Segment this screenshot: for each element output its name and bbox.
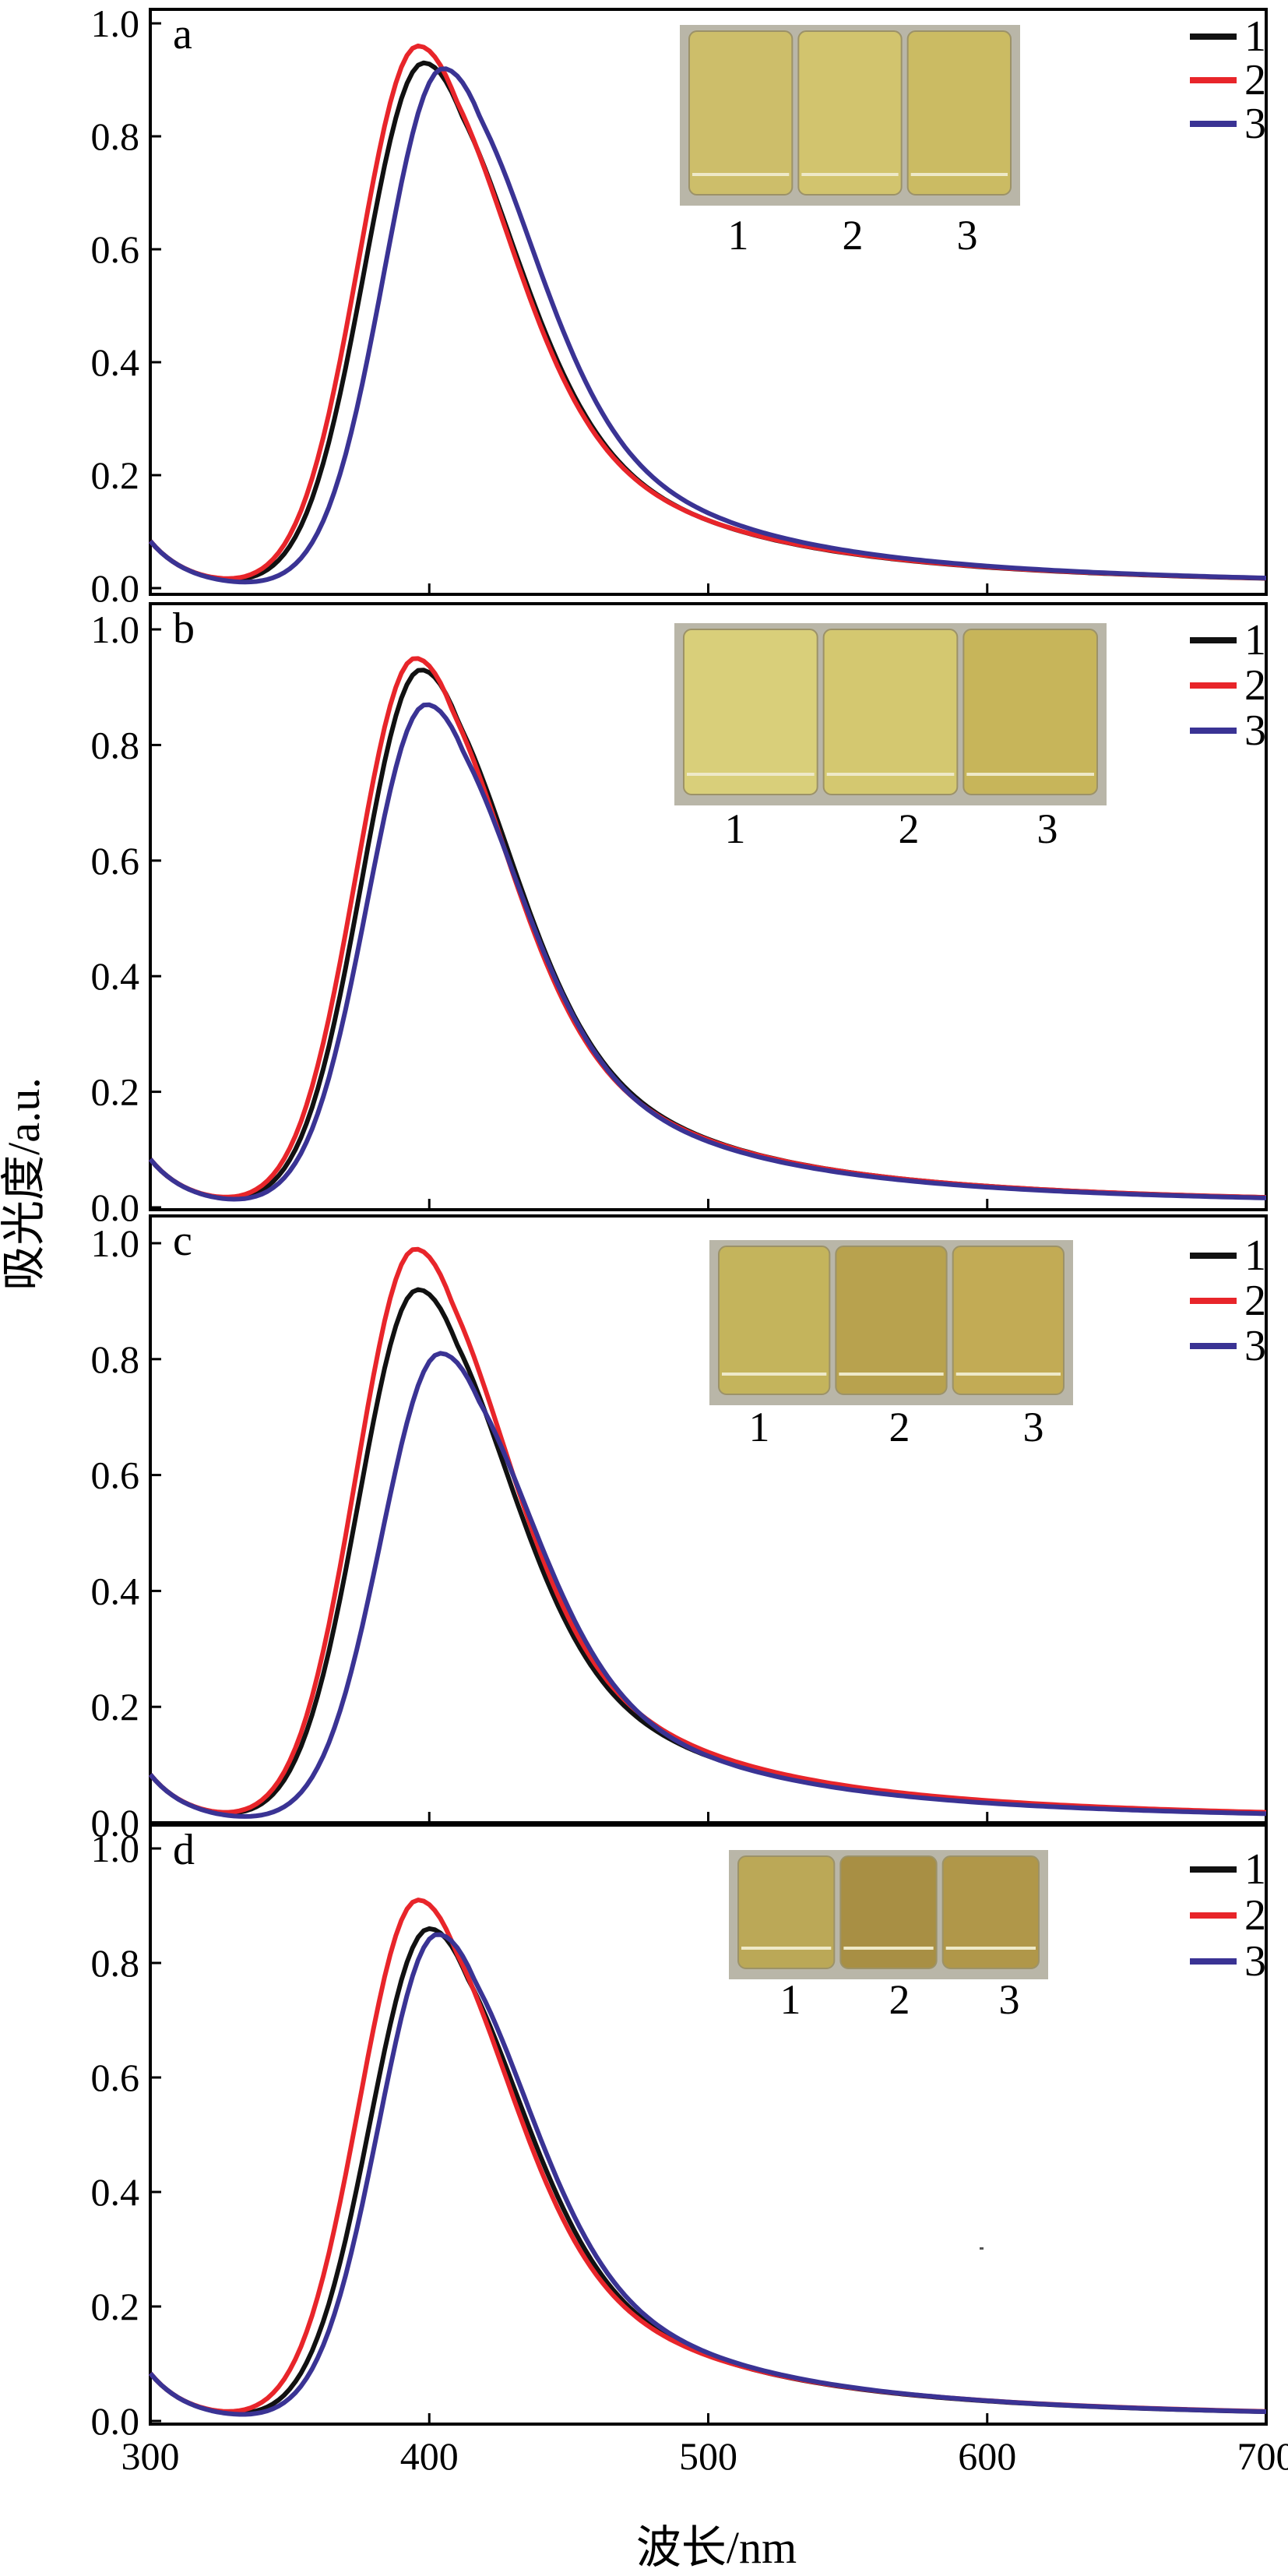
- y-tick-label: 0.8: [91, 1337, 140, 1381]
- vial-label: 3: [1023, 1404, 1044, 1450]
- panel-letter: a: [173, 10, 192, 58]
- legend-label-1: 1: [1244, 12, 1266, 61]
- series-line-3: [148, 1932, 1267, 2417]
- y-tick-label: 0.4: [91, 1569, 140, 1612]
- y-tick-label: 1.0: [91, 2, 140, 45]
- vial-label: 1: [749, 1404, 770, 1450]
- y-tick-label: 0.0: [91, 1801, 140, 1845]
- vial: [797, 30, 903, 196]
- legend-label-3: 3: [1244, 1322, 1266, 1370]
- vial-label: 1: [780, 1976, 801, 2023]
- y-tick-label: 0.2: [91, 453, 140, 497]
- y-tick-label: 0.6: [91, 1454, 140, 1497]
- y-tick-label: 0.2: [91, 2285, 140, 2328]
- x-tick-label: 500: [679, 2434, 737, 2478]
- vial: [718, 1246, 831, 1395]
- y-tick-label: 0.8: [91, 115, 140, 158]
- vial: [688, 30, 794, 196]
- x-tick-label: 300: [121, 2434, 180, 2478]
- vial-label: 1: [725, 805, 746, 852]
- vial: [822, 629, 959, 795]
- legend-label-2: 2: [1244, 661, 1266, 710]
- vial: [683, 629, 818, 795]
- y-tick-label: 0.4: [91, 954, 140, 998]
- y-tick-label: 0.6: [91, 839, 140, 883]
- vial-label: 2: [889, 1404, 910, 1450]
- y-tick-label: 0.0: [91, 566, 140, 610]
- series-line-3: [148, 702, 1267, 1202]
- vial: [941, 1855, 1040, 1969]
- vial: [952, 1246, 1065, 1395]
- legend-label-1: 1: [1244, 1232, 1266, 1280]
- series-line-3: [148, 1351, 1267, 1819]
- y-tick-label: 0.6: [91, 227, 140, 271]
- legend-label-3: 3: [1244, 707, 1266, 755]
- y-tick-label: 1.0: [91, 1827, 140, 1870]
- y-tick-label: 0.0: [91, 1186, 140, 1229]
- speck-mark: [980, 2247, 984, 2250]
- vial-label: 2: [889, 1976, 910, 2023]
- y-tick-label: 0.8: [91, 1941, 140, 1985]
- y-tick-label: 0.2: [91, 1685, 140, 1728]
- legend-label-1: 1: [1244, 1845, 1266, 1894]
- y-tick-label: 1.0: [91, 608, 140, 651]
- y-tick-label: 0.4: [91, 2170, 140, 2214]
- panel-letter: d: [173, 1826, 195, 1874]
- vial: [962, 629, 1099, 795]
- vial-label: 2: [843, 212, 864, 259]
- series-line-3: [148, 66, 1267, 585]
- x-axis-title: 波长/nm: [636, 2522, 797, 2573]
- vial-label: 3: [999, 1976, 1020, 2023]
- legend-label-3: 3: [1244, 100, 1266, 148]
- legend-label-3: 3: [1244, 1937, 1266, 1986]
- y-tick-label: 0.8: [91, 723, 140, 766]
- legend-label-2: 2: [1244, 1277, 1266, 1325]
- y-axis-title: 吸光度/a.u.: [0, 1077, 49, 1291]
- vial: [839, 1855, 938, 1969]
- vial-label: 3: [1037, 805, 1058, 852]
- y-tick-label: 0.4: [91, 340, 140, 384]
- legend-label-2: 2: [1244, 56, 1266, 104]
- y-tick-label: 0.2: [91, 1070, 140, 1114]
- panel-letter: b: [173, 604, 195, 653]
- panel-letter: c: [173, 1217, 192, 1265]
- vial-label: 2: [899, 805, 920, 852]
- y-tick-label: 1.0: [91, 1221, 140, 1265]
- legend-label-1: 1: [1244, 616, 1266, 664]
- x-tick-label: 700: [1237, 2434, 1288, 2478]
- vial: [835, 1246, 948, 1395]
- vial: [737, 1855, 836, 1969]
- x-tick-label: 600: [958, 2434, 1016, 2478]
- vial-label: 1: [728, 212, 749, 259]
- vial-label: 3: [957, 212, 978, 259]
- legend-label-2: 2: [1244, 1891, 1266, 1940]
- y-tick-label: 0.6: [91, 2056, 140, 2099]
- y-tick-label: 0.0: [91, 2399, 140, 2443]
- x-tick-label: 400: [400, 2434, 459, 2478]
- vial: [906, 30, 1012, 196]
